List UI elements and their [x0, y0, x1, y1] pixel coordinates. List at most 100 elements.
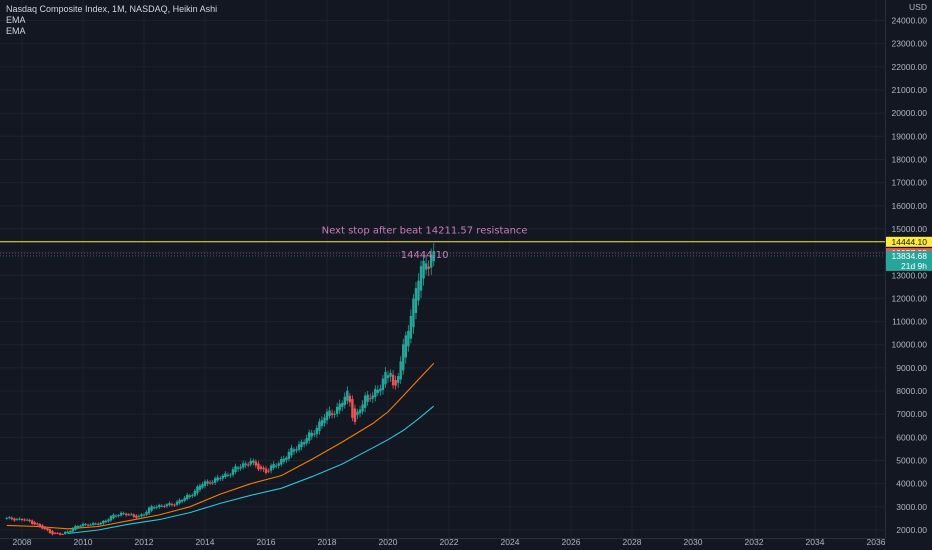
legend-ema-1[interactable]: EMA — [6, 15, 26, 25]
y-tick-label: 11000.00 — [892, 317, 927, 327]
candle-body — [346, 390, 349, 401]
candle-body — [320, 420, 324, 427]
candle-body — [10, 517, 14, 520]
candle-body — [369, 398, 372, 400]
candle-body — [343, 396, 346, 406]
candle-body — [81, 523, 85, 527]
candle-body — [58, 533, 62, 535]
candle-body — [277, 463, 280, 466]
legend-title[interactable]: Nasdaq Composite Index, 1M, NASDAQ, Heik… — [6, 4, 218, 14]
candle-body — [295, 449, 298, 451]
candle-body — [125, 513, 128, 516]
candle-body — [231, 469, 235, 475]
candle-body — [86, 524, 90, 526]
x-tick-label: 2012 — [135, 537, 154, 547]
y-tick-label: 5000.00 — [896, 456, 927, 466]
price-axis[interactable]: 2000.00 3000.00 4000.00 5000.00 6000.00 7000.… — [885, 0, 932, 550]
candle-body — [147, 507, 151, 514]
y-tick-label: 10000.00 — [892, 340, 928, 350]
y-tick-label: 9000.00 — [896, 363, 927, 373]
candle-body — [389, 372, 392, 377]
candle-body — [99, 522, 102, 525]
candle-body — [109, 516, 113, 521]
y-tick-label: 17000.00 — [892, 178, 928, 188]
candle-body — [64, 531, 67, 534]
candle-body — [290, 447, 293, 456]
candle-body — [384, 372, 387, 385]
candle-body — [130, 514, 133, 516]
y-tick-label: 12000.00 — [892, 293, 928, 303]
ema-lines — [6, 362, 435, 535]
y-tick-label: 24000.00 — [892, 16, 928, 26]
candle-body — [43, 526, 47, 530]
candle-body — [341, 403, 344, 407]
candle-body — [412, 298, 415, 328]
x-tick-label: 2018 — [318, 537, 337, 547]
y-tick-label: 13000.00 — [892, 270, 928, 280]
candle-body — [56, 533, 59, 535]
y-tick-label: 2000.00 — [896, 525, 927, 535]
candle-body — [71, 528, 75, 532]
candle-body — [323, 417, 326, 424]
candle-body — [241, 463, 245, 468]
candle-body — [399, 361, 402, 380]
candle-body — [201, 484, 204, 488]
legend-ema-2[interactable]: EMA — [6, 26, 26, 36]
candle-body — [132, 514, 136, 517]
candle-body — [356, 411, 359, 416]
annotation-text-1: Next stop after beat 14211.57 resistance — [322, 226, 528, 237]
candle-body — [376, 389, 380, 393]
candle-body — [170, 504, 174, 506]
candle-body — [119, 512, 123, 516]
candle-body — [404, 335, 407, 358]
candle-body — [36, 523, 39, 525]
candle-body — [244, 463, 247, 466]
candle-body — [236, 467, 240, 470]
candle-body — [305, 438, 308, 444]
candle-body — [8, 517, 11, 519]
candle-body — [61, 533, 64, 535]
y-tick-label: 6000.00 — [896, 432, 927, 442]
candle-body — [193, 490, 197, 496]
candle-body — [226, 474, 230, 476]
candle-body — [51, 531, 54, 535]
candle-body — [328, 410, 331, 417]
x-tick-label: 2032 — [745, 537, 764, 547]
y-tick-label: 22000.00 — [892, 62, 928, 72]
candle-body — [353, 408, 357, 422]
candle-body — [427, 266, 430, 269]
candle-body — [15, 519, 19, 521]
candle-body — [137, 515, 141, 517]
candle-body — [219, 478, 222, 480]
candle-body — [386, 375, 390, 379]
candle-body — [249, 460, 252, 465]
ema-line-2 — [67, 405, 435, 535]
grid — [0, 0, 885, 538]
candle-body — [229, 474, 232, 476]
candle-body — [18, 518, 21, 520]
ema-line-1 — [6, 362, 435, 530]
candle-body — [91, 522, 95, 525]
resistance-line — [0, 241, 885, 257]
time-axis[interactable]: 2008 2010 2012 2014 2016 2018 2020 2022 2024 2026… — [0, 537, 886, 547]
candle-body — [30, 520, 34, 524]
y-tick-label: 8000.00 — [896, 386, 927, 396]
candle-body — [300, 441, 303, 448]
candle-body — [66, 531, 69, 533]
candle-body — [318, 421, 321, 432]
candle-body — [267, 470, 270, 472]
candle-body — [396, 376, 400, 383]
candle-body — [363, 395, 367, 408]
candle-body — [285, 457, 288, 461]
candle-body — [371, 395, 374, 399]
candle-body — [292, 449, 296, 452]
candle-body — [94, 523, 97, 525]
candle-body — [239, 466, 242, 469]
candle-body — [419, 266, 423, 291]
candle-body — [122, 513, 125, 515]
candle-body — [165, 504, 169, 507]
candle-body — [394, 380, 397, 386]
candle-body — [41, 525, 44, 529]
candle-body — [366, 394, 369, 402]
